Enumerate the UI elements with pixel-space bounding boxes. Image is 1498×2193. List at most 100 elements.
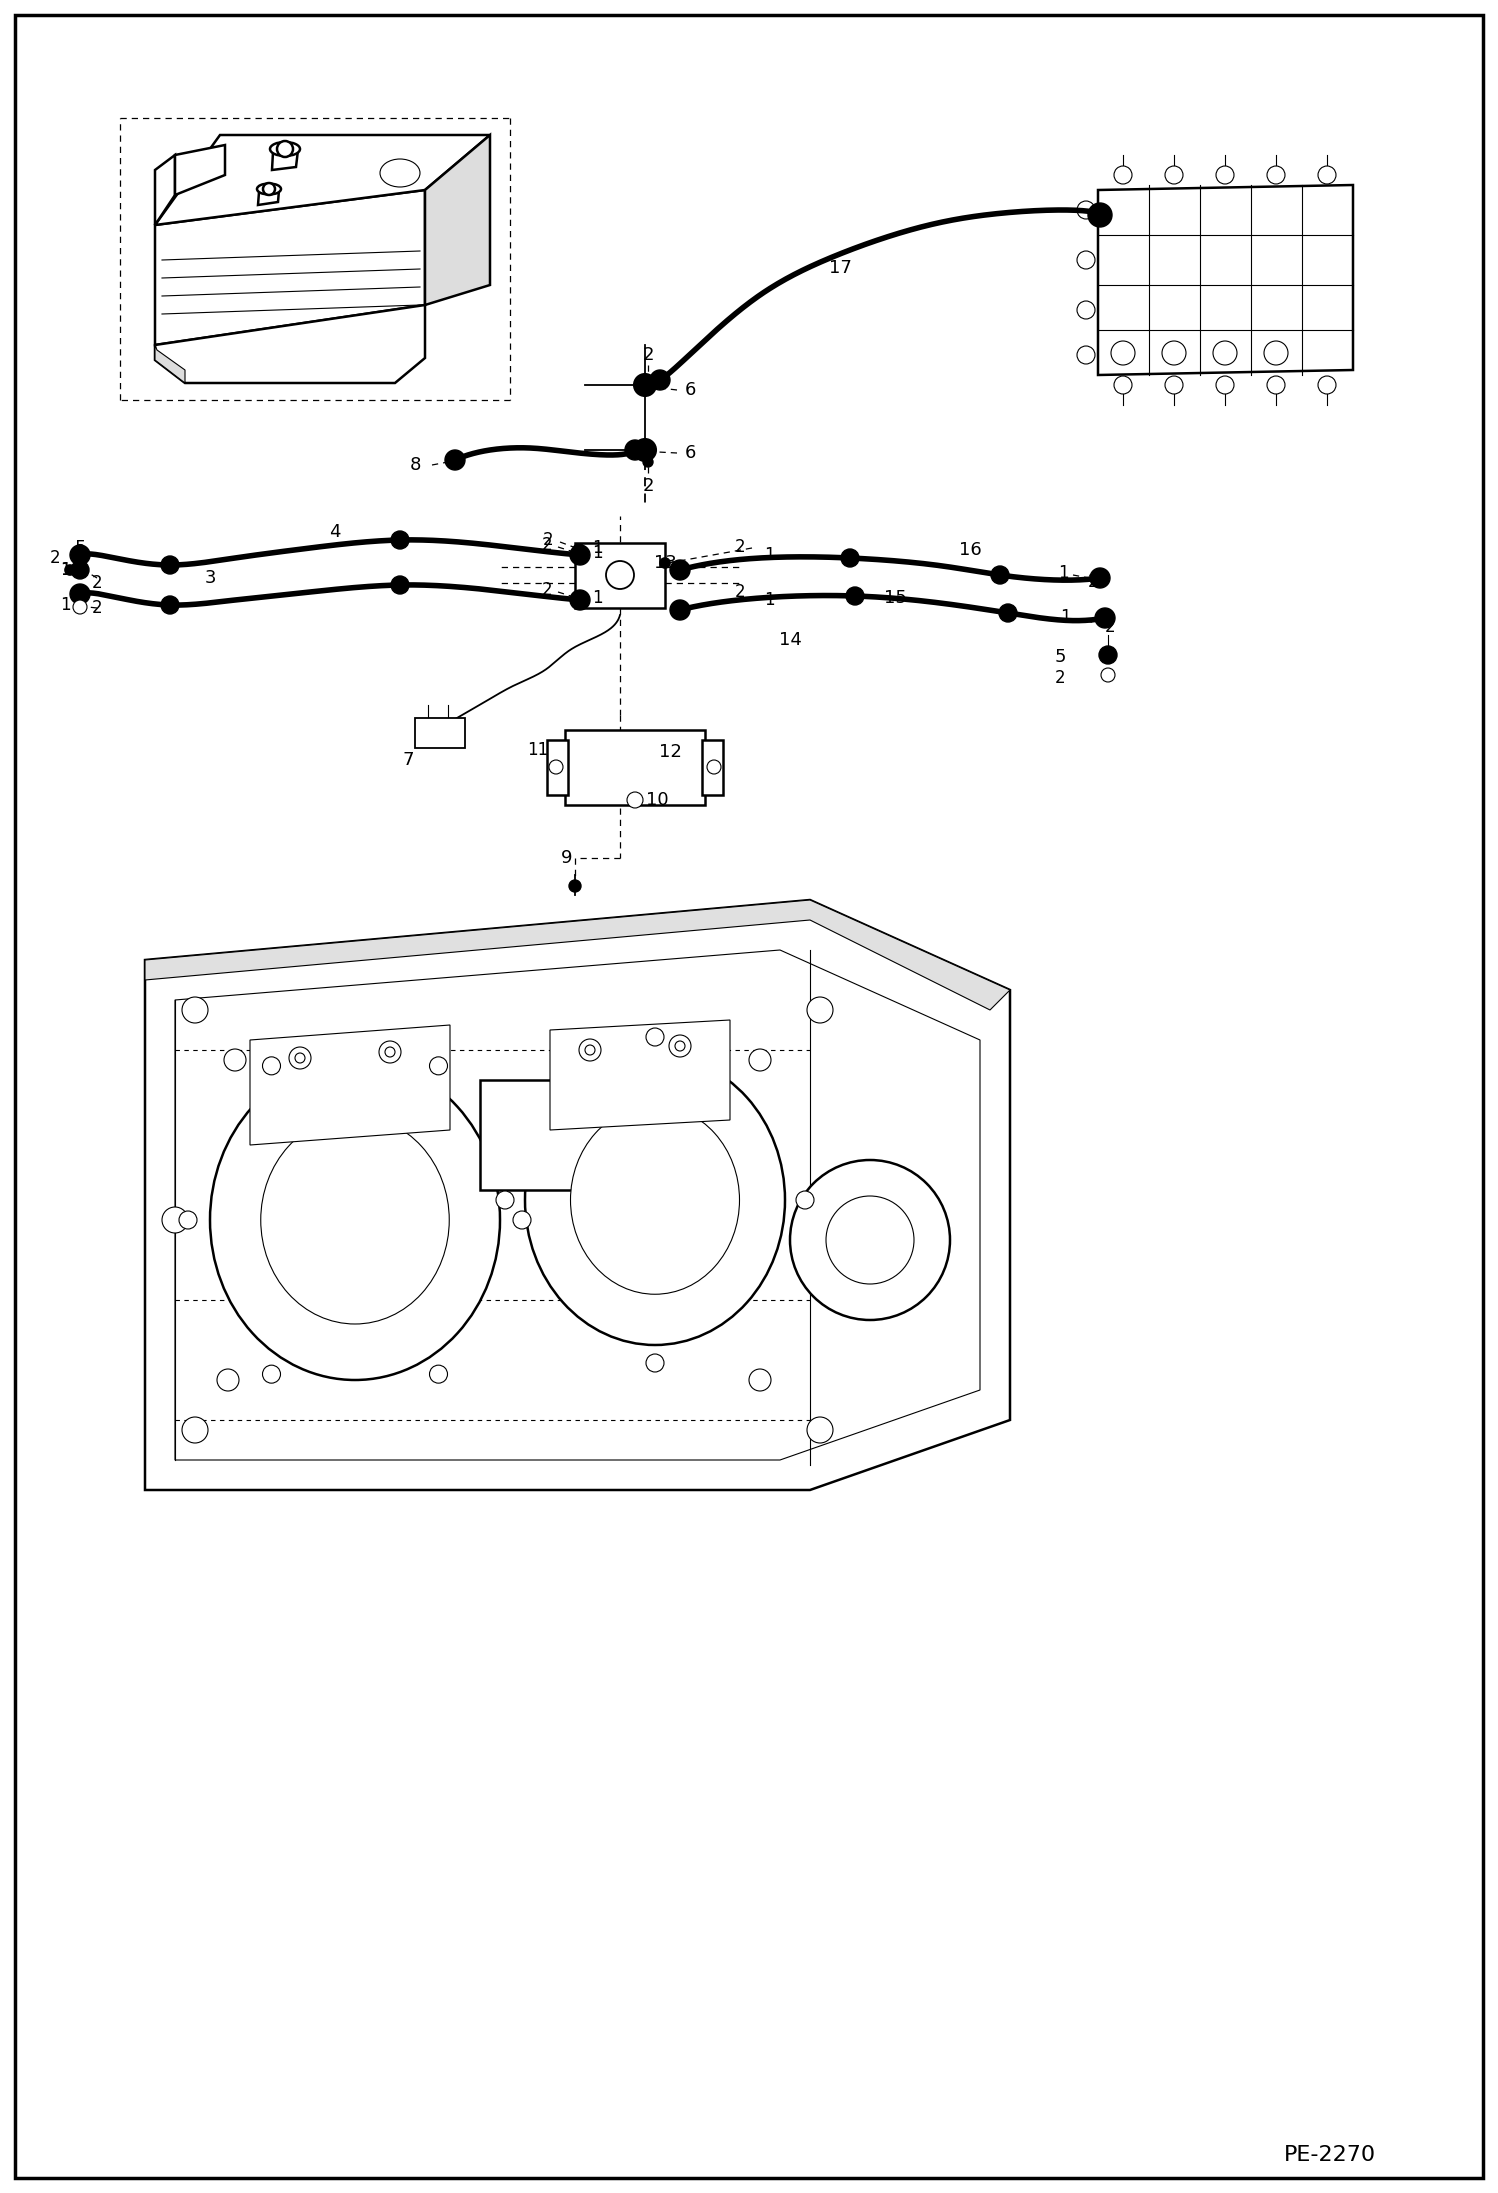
Circle shape [1318,375,1336,395]
Text: 9: 9 [560,849,572,866]
Ellipse shape [524,1055,785,1344]
Circle shape [643,375,653,386]
Circle shape [548,761,563,774]
Circle shape [430,1057,448,1075]
Text: 1: 1 [1059,607,1070,625]
Text: 7: 7 [403,750,413,770]
Circle shape [569,879,581,893]
Polygon shape [145,899,1010,1011]
Circle shape [70,561,88,579]
Text: 1: 1 [764,546,774,564]
Circle shape [445,450,464,469]
Text: 10: 10 [646,792,668,809]
Circle shape [643,456,653,467]
Circle shape [379,1042,401,1064]
Polygon shape [550,1020,730,1129]
Ellipse shape [571,1105,740,1294]
Circle shape [1088,204,1112,228]
Ellipse shape [210,1059,500,1379]
Text: 8: 8 [409,456,421,474]
Circle shape [181,998,208,1022]
Circle shape [1077,202,1095,219]
Text: 2: 2 [643,346,653,364]
Text: 1: 1 [60,596,70,614]
Circle shape [391,577,409,594]
Circle shape [162,1206,189,1232]
Text: 11: 11 [527,741,548,759]
Text: 2: 2 [1055,669,1065,686]
Text: 5: 5 [1055,647,1065,667]
Circle shape [160,596,178,614]
Text: PE-2270: PE-2270 [1284,2145,1377,2164]
Text: 1: 1 [60,561,70,579]
Text: 1: 1 [1058,564,1068,581]
Text: 5: 5 [75,539,85,557]
Text: 2: 2 [542,581,553,599]
Circle shape [825,1195,914,1283]
Circle shape [1077,346,1095,364]
Circle shape [1077,300,1095,318]
Text: 2: 2 [1104,618,1116,636]
Circle shape [1101,669,1115,682]
Polygon shape [154,191,425,344]
Circle shape [625,441,646,461]
Circle shape [496,1191,514,1208]
Circle shape [646,1029,664,1046]
Circle shape [628,792,643,807]
Circle shape [391,531,409,548]
Circle shape [807,998,833,1022]
Circle shape [1165,375,1183,395]
Text: 2: 2 [542,531,553,548]
Polygon shape [258,191,279,204]
Circle shape [586,1046,595,1055]
Circle shape [670,1035,691,1057]
Circle shape [1115,375,1132,395]
Ellipse shape [270,143,300,156]
Circle shape [634,439,656,461]
Circle shape [571,590,590,610]
Text: 2: 2 [91,599,102,616]
Circle shape [992,566,1010,583]
Circle shape [277,140,294,158]
Circle shape [676,1042,685,1050]
Circle shape [1162,340,1186,364]
Circle shape [1318,167,1336,184]
Circle shape [1077,250,1095,270]
Circle shape [264,182,276,195]
Circle shape [1112,340,1135,364]
Circle shape [1216,375,1234,395]
Circle shape [1095,607,1115,627]
Polygon shape [145,899,1010,1489]
Text: 2: 2 [734,583,746,601]
Bar [575,544,665,607]
Text: 6: 6 [685,382,695,399]
Circle shape [262,1366,280,1384]
Circle shape [1267,167,1285,184]
Circle shape [1115,167,1132,184]
Circle shape [1091,568,1110,588]
Circle shape [225,1048,246,1070]
Text: 17: 17 [828,259,851,276]
Text: 1: 1 [592,544,602,561]
Circle shape [670,601,691,621]
Bar [415,717,464,748]
Text: 2: 2 [734,537,746,557]
Circle shape [607,561,634,590]
Ellipse shape [261,1116,449,1325]
Polygon shape [273,149,298,171]
Polygon shape [703,739,724,796]
Circle shape [289,1046,312,1068]
Polygon shape [425,136,490,305]
Text: 1: 1 [764,590,774,610]
Text: 4: 4 [330,522,340,542]
Circle shape [1267,375,1285,395]
Circle shape [789,1160,950,1320]
Circle shape [650,371,670,390]
Text: 15: 15 [884,590,906,607]
Text: 12: 12 [659,743,682,761]
Circle shape [795,1191,813,1208]
Circle shape [707,761,721,774]
Circle shape [385,1046,395,1057]
Text: 2: 2 [49,548,60,568]
Text: 2: 2 [542,535,553,555]
